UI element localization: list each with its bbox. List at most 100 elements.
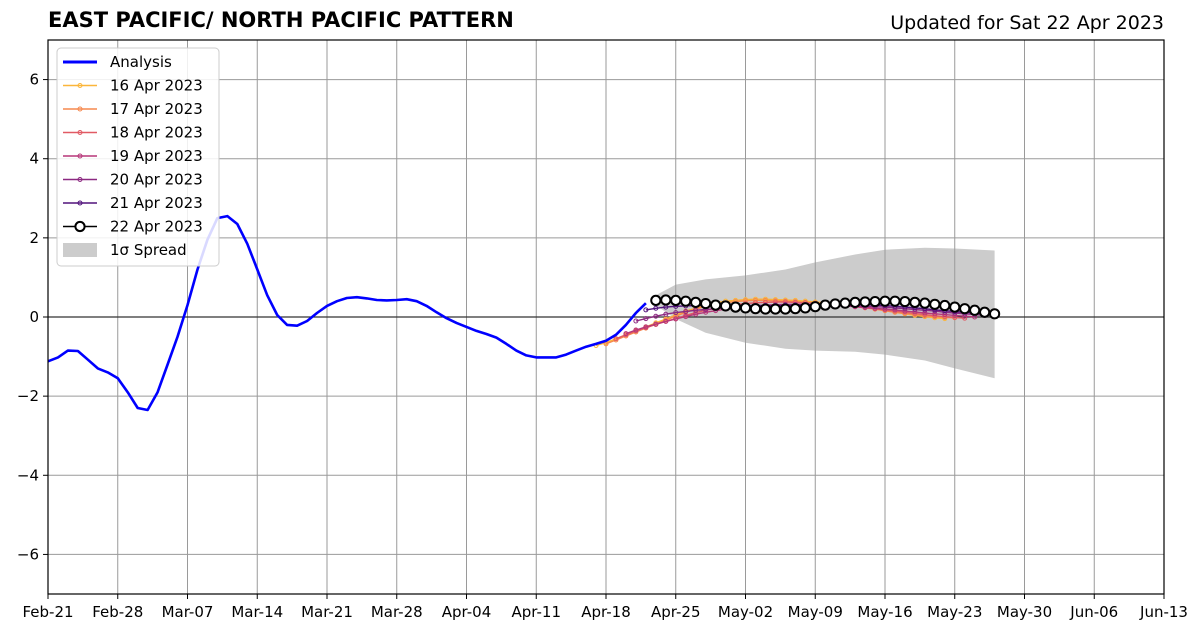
- x-tick-label: Apr-18: [581, 603, 631, 621]
- legend-label: Analysis: [110, 53, 172, 71]
- latest-forecast-point: [700, 297, 712, 310]
- latest-forecast-point: [929, 298, 941, 310]
- forecast-point: [643, 316, 649, 322]
- forecast-point: [623, 331, 629, 337]
- forecast-point: [633, 327, 639, 333]
- forecast-point: [683, 308, 689, 314]
- latest-forecast-point: [899, 295, 911, 308]
- latest-forecast-point: [839, 297, 851, 309]
- legend-marker: [77, 83, 83, 88]
- chart-title: EAST PACIFIC/ NORTH PACIFIC PATTERN: [48, 8, 514, 32]
- latest-forecast-point: [989, 308, 1001, 320]
- latest-forecast-point: [739, 302, 752, 314]
- x-tick-label: May-16: [857, 603, 912, 621]
- latest-forecast-point: [660, 294, 672, 306]
- x-tick-label: Mar-21: [301, 603, 353, 621]
- legend-label: 21 Apr 2023: [110, 194, 203, 212]
- x-tick-label: Apr-25: [651, 603, 701, 621]
- forecast-point: [643, 307, 649, 313]
- chart-subtitle: Updated for Sat 22 Apr 2023: [890, 12, 1164, 34]
- forecast-point: [683, 314, 689, 320]
- x-tick-label: Feb-28: [92, 603, 143, 621]
- forecast-point: [673, 316, 679, 322]
- y-tick-label: 2: [29, 229, 39, 247]
- x-tick-label: Mar-28: [371, 603, 423, 621]
- legend-label: 19 Apr 2023: [110, 147, 203, 165]
- x-tick-label: May-02: [718, 603, 773, 621]
- latest-forecast-point: [779, 303, 791, 315]
- spread-layer: [655, 247, 995, 379]
- legend-label: 18 Apr 2023: [110, 124, 203, 142]
- latest-forecast-point: [919, 297, 931, 309]
- latest-forecast-point: [859, 296, 871, 308]
- x-tick-label: Feb-21: [22, 603, 73, 621]
- latest-forecast-point: [690, 296, 702, 308]
- forecast-point: [643, 324, 649, 330]
- latest-forecast-point: [969, 304, 981, 316]
- legend-box: [56, 47, 220, 267]
- series-layer: [47, 214, 1001, 412]
- legend-marker: [77, 177, 83, 182]
- latest-forecast-point: [650, 294, 662, 306]
- forecast-point: [693, 307, 699, 313]
- forecast-point: [613, 336, 619, 342]
- latest-forecast-point: [729, 301, 742, 313]
- latest-forecast-point: [710, 299, 722, 311]
- latest-forecast-point: [789, 303, 801, 315]
- latest-forecast-point: [749, 303, 762, 315]
- forecast-point: [633, 318, 639, 324]
- y-tick-label: 0: [29, 308, 39, 326]
- latest-forecast-point: [809, 301, 821, 313]
- legend-swatch: [63, 243, 97, 257]
- latest-forecast-point: [889, 295, 901, 307]
- latest-forecast-point: [869, 295, 881, 308]
- spread-band: [655, 247, 995, 379]
- legend-label: 1σ Spread: [110, 241, 187, 259]
- x-tick-label: Apr-04: [442, 603, 492, 621]
- latest-forecast-point: [979, 306, 991, 318]
- latest-forecast-point: [799, 302, 811, 314]
- legend-marker: [77, 200, 83, 206]
- legend-marker: [74, 220, 86, 233]
- legend-label: 20 Apr 2023: [110, 171, 203, 189]
- forecast-point: [663, 318, 669, 324]
- y-tick-label: −6: [17, 545, 39, 563]
- latest-forecast-point: [769, 303, 781, 315]
- legend-label: 17 Apr 2023: [110, 100, 203, 118]
- y-tick-label: −4: [17, 466, 39, 484]
- latest-forecast-point: [949, 301, 961, 313]
- forecast-point: [663, 311, 669, 317]
- x-tick-label: May-30: [997, 603, 1052, 621]
- latest-forecast-point: [719, 300, 732, 312]
- analysis-line: [47, 214, 647, 412]
- latest-forecast-point: [849, 296, 861, 308]
- forecast-point: [673, 310, 679, 316]
- legend-marker: [77, 106, 83, 112]
- legend: Analysis 16 Apr 2023 17 Apr 2023 18 Apr 202…: [56, 47, 220, 267]
- y-tick-label: 4: [29, 150, 39, 168]
- latest-forecast-point: [759, 303, 772, 315]
- latest-forecast-point: [670, 294, 682, 306]
- legend-marker: [77, 130, 83, 135]
- y-tick-label: −2: [17, 387, 39, 405]
- latest-forecast-point: [909, 296, 921, 308]
- forecast-point: [653, 305, 659, 311]
- x-tick-label: Mar-14: [231, 603, 283, 621]
- latest-forecast-point: [959, 303, 971, 315]
- latest-forecast-point: [819, 299, 831, 311]
- legend-label: 16 Apr 2023: [110, 77, 203, 95]
- x-tick-label: May-09: [788, 603, 843, 621]
- x-tick-label: Jun-06: [1069, 603, 1118, 621]
- x-tick-label: May-23: [927, 603, 982, 621]
- legend-marker: [77, 153, 83, 159]
- latest-forecast-point: [939, 299, 951, 312]
- x-tick-label: Jun-13: [1139, 603, 1188, 621]
- legend-label: 22 Apr 2023: [110, 218, 203, 236]
- x-tick-label: Apr-11: [512, 603, 562, 621]
- forecast-point: [703, 309, 709, 315]
- y-tick-label: 6: [29, 71, 39, 89]
- latest-forecast-point: [829, 298, 841, 310]
- forecast-point: [653, 321, 659, 327]
- x-tick-label: Mar-07: [162, 603, 214, 621]
